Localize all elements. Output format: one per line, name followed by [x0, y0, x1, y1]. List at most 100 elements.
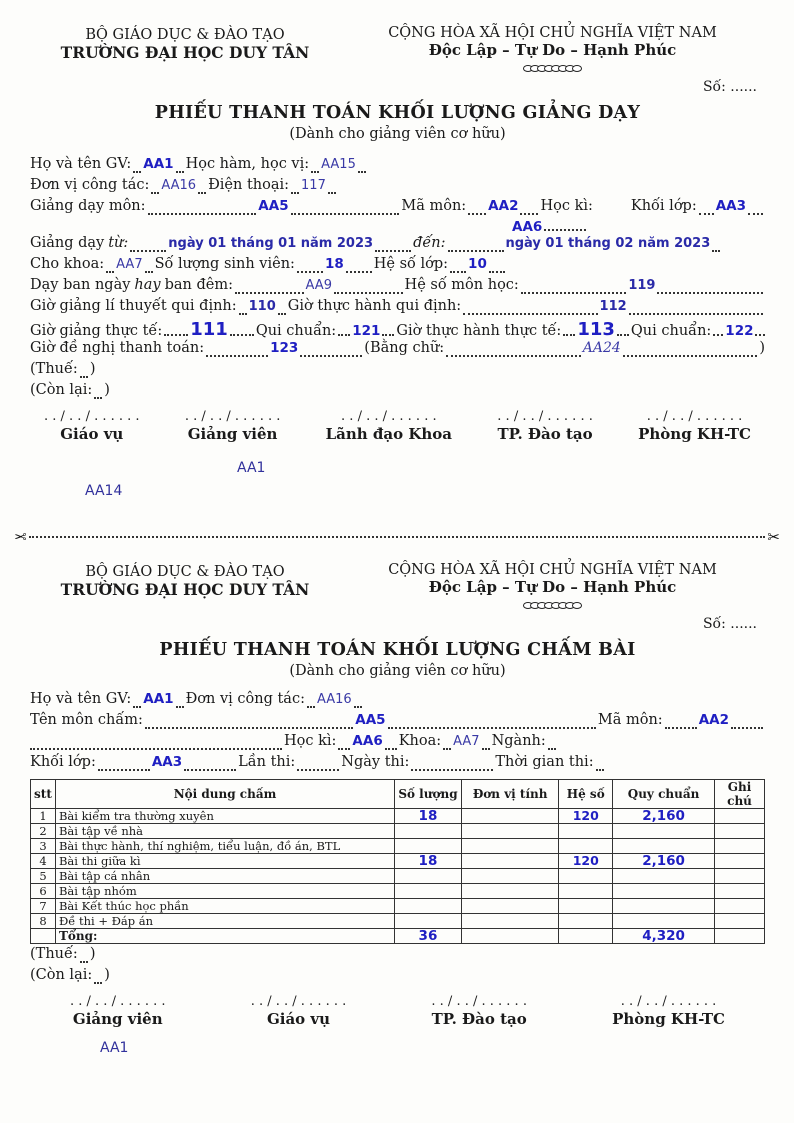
- cell-unit: [460, 883, 560, 899]
- class-coef-value: 10: [468, 256, 487, 272]
- ministry-name: BỘ GIÁO DỤC & ĐÀO TẠO: [85, 564, 285, 580]
- cell-stt: 3: [30, 838, 56, 854]
- signature-date: . . / . . / . . . . . .: [431, 994, 527, 1009]
- subject-code-label: Mã môn:: [401, 198, 467, 214]
- table-row: 1 Bài kiểm tra thường xuyên 18 120 2,160: [30, 808, 765, 824]
- faculty-label: Khoa:: [398, 733, 442, 749]
- scissors-icon: ✂: [767, 528, 780, 546]
- cell-quantity: [394, 838, 462, 854]
- form2-footer-lines: (Thuế: ) (Còn lại: ): [30, 946, 765, 988]
- gv-name-value: AA1: [143, 691, 174, 707]
- exam-duration-label: Thời gian thi:: [495, 754, 594, 770]
- signature-role: Lãnh đạo Khoa: [325, 425, 453, 443]
- cell-quantity: [394, 823, 462, 839]
- field-row: Họ và tên GV: AA1 Đơn vị công tác: AA16: [30, 691, 765, 712]
- subject-code-value: AA2: [488, 198, 519, 214]
- form1-number-field: Số: ......: [702, 79, 757, 95]
- form1-header: BỘ GIÁO DỤC & ĐÀO TẠO TRƯỜNG ĐẠI HỌC DUY…: [30, 25, 765, 73]
- form1-subtitle: (Dành cho giảng viên cơ hữu): [289, 126, 506, 142]
- cell-coefficient: [558, 823, 614, 839]
- cell-content: Bài tập nhóm: [54, 883, 396, 899]
- form2-ministry-block: BỘ GIÁO DỤC & ĐÀO TẠO TRƯỜNG ĐẠI HỌC DUY…: [30, 562, 340, 610]
- form2-signature-row: . . / . . / . . . . . . Giảng viên . . /…: [30, 994, 765, 1028]
- table-row: 8 Đề thi + Đáp án: [30, 913, 765, 929]
- cell-stt: 2: [30, 823, 56, 839]
- signature-block: . . / . . / . . . . . . Giáo vụ: [44, 409, 140, 443]
- remaining-label: (Còn lại:: [30, 967, 93, 983]
- semester-label: Học kì:: [540, 198, 593, 214]
- field-row: (Còn lại: ): [30, 382, 765, 403]
- cell-quantity: 18: [418, 808, 438, 824]
- form-teaching-payment: BỘ GIÁO DỤC & ĐÀO TẠO TRƯỜNG ĐẠI HỌC DUY…: [30, 25, 766, 443]
- total-quantity: 36: [418, 928, 438, 944]
- practice-hours-value: 112: [599, 299, 627, 314]
- signature-block: . . / . . / . . . . . . Phòng KH-TC: [638, 409, 751, 443]
- payment-hours-value: 123: [270, 340, 299, 356]
- cell-coefficient: [558, 898, 614, 914]
- cell-standard: [612, 913, 716, 929]
- signature-role: Giảng viên: [187, 425, 278, 443]
- col-header-content: Nội dung chấm: [54, 779, 396, 809]
- grading-table: stt Nội dung chấm Số lượng Đơn vị tính H…: [30, 779, 765, 944]
- cell-standard: 2,160: [642, 808, 685, 824]
- signature-block: . . / . . / . . . . . . Phòng KH-TC: [612, 994, 725, 1028]
- cell-unit: [460, 928, 560, 944]
- form2-number-field: Số: ......: [702, 616, 757, 632]
- graded-subject-label: Tên môn chấm:: [30, 712, 143, 728]
- cell-stt: 5: [30, 868, 56, 884]
- gv-name-label: Họ và tên GV:: [30, 156, 132, 172]
- actual-practice-label: Giờ thực hành thực tế:: [396, 323, 562, 339]
- signature-date: . . / . . / . . . . . .: [620, 994, 717, 1009]
- cell-stt: 7: [30, 898, 56, 914]
- practice-hours-label: Giờ thực hành qui định:: [287, 298, 462, 314]
- table-row: 3 Bài thực hành, thí nghiệm, tiểu luận, …: [30, 838, 765, 854]
- standard2-label: Qui chuẩn:: [630, 323, 712, 339]
- unit-value: AA16: [316, 692, 352, 707]
- cell-content: Bài kiểm tra thường xuyên: [54, 808, 396, 824]
- signature-date: . . / . . / . . . . . .: [341, 409, 437, 424]
- cell-standard: [612, 823, 716, 839]
- subject-coef-value: 119: [628, 278, 656, 293]
- class-group-label: Khối lớp:: [30, 754, 96, 770]
- unit-label: Đơn vị công tác:: [30, 177, 150, 193]
- gv-name-label: Họ và tên GV:: [30, 691, 132, 707]
- signature-role: Giáo vụ: [60, 425, 124, 443]
- teach-period-label: Giảng dạy: [30, 235, 105, 251]
- cell-coefficient: 120: [572, 853, 599, 868]
- signature-role: TP. Đào tạo: [431, 1010, 527, 1028]
- signature-block: . . / . . / . . . . . . Giáo vụ: [251, 994, 347, 1028]
- cell-unit: [460, 838, 560, 854]
- phone-value: 117: [301, 178, 326, 193]
- signature-role: Phòng KH-TC: [638, 425, 751, 443]
- signature-role: Phòng KH-TC: [612, 1010, 725, 1028]
- cell-coefficient: [558, 883, 614, 899]
- subject-label: Giảng dạy môn:: [30, 198, 146, 214]
- remaining-close: ): [104, 382, 110, 398]
- signature-date: . . / . . / . . . . . .: [250, 994, 347, 1009]
- col-header-stt: stt: [30, 779, 56, 809]
- faculty-value: AA7: [116, 257, 143, 272]
- standard1-label: Qui chuẩn:: [255, 323, 337, 339]
- theory-hours-label: Giờ giảng lí thuyết qui định:: [30, 298, 237, 314]
- cell-standard: [612, 883, 716, 899]
- cell-note: [714, 913, 765, 929]
- faculty-value: AA7: [453, 734, 480, 749]
- field-row: (Còn lại: ): [30, 967, 765, 988]
- field-row: Học kì: AA6 Khoa: AA7 Ngành:: [30, 733, 765, 754]
- remaining-label: (Còn lại:: [30, 382, 93, 398]
- major-label: Ngành:: [491, 733, 546, 749]
- form1-title: PHIẾU THANH TOÁN KHỐI LƯỢNG GIẢNG DẠY: [154, 103, 641, 123]
- cell-note: [714, 808, 765, 824]
- signature-date: . . / . . / . . . . . .: [646, 409, 743, 424]
- cell-stt: 6: [30, 883, 56, 899]
- field-row: Giảng dạy từ: ngày 01 tháng 01 năm 2023 …: [30, 235, 765, 256]
- cell-quantity: [394, 913, 462, 929]
- signature-role: Giáo vụ: [266, 1010, 331, 1028]
- graded-subject-value: AA5: [355, 712, 386, 728]
- cell-standard: [612, 898, 716, 914]
- class-group-label: Khối lớp:: [630, 198, 697, 214]
- tax-close: ): [89, 946, 96, 962]
- cell-coefficient: 120: [572, 808, 599, 823]
- gv-name-value: AA1: [143, 156, 174, 172]
- col-header-coefficient: Hệ số: [558, 779, 614, 809]
